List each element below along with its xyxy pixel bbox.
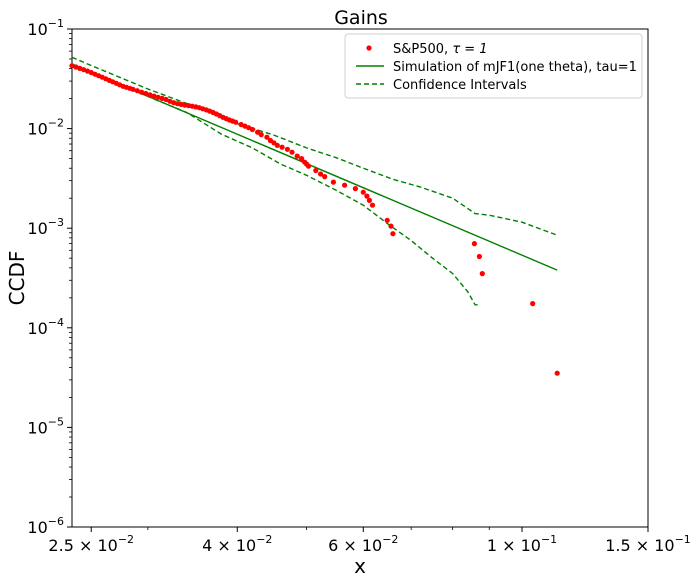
data-point — [130, 86, 136, 92]
legend-label: Confidence Intervals — [393, 78, 527, 93]
data-point — [163, 96, 169, 103]
confidence-interval-line — [71, 65, 481, 306]
data-point — [476, 253, 482, 260]
data-point — [318, 171, 324, 177]
data-point — [151, 93, 157, 99]
data-point — [143, 90, 149, 97]
plot-frame — [71, 28, 649, 528]
data-point — [289, 149, 295, 155]
data-point — [147, 92, 153, 98]
data-point — [342, 182, 348, 188]
x-tick-label: 6 × 10−2 — [328, 533, 398, 555]
legend-marker — [366, 45, 372, 51]
data-point — [554, 370, 560, 376]
legend-box — [344, 33, 643, 99]
data-point — [249, 126, 255, 133]
data-point — [530, 301, 536, 307]
data-point — [294, 153, 300, 159]
data-point — [330, 179, 336, 185]
data-point — [364, 193, 370, 199]
plot-area — [69, 56, 560, 376]
y-tick-label: 10−2 — [27, 117, 64, 139]
data-point — [134, 88, 140, 94]
x-tick-label: 2.5 × 10−2 — [48, 533, 134, 555]
x-tick-label: 1 × 10−1 — [487, 533, 557, 555]
data-point — [352, 186, 358, 192]
data-point — [274, 142, 280, 148]
data-point — [264, 134, 270, 140]
data-point — [390, 231, 396, 237]
x-axis: 2.5 × 10−2 4 × 10−2 6 × 10−2 1 × 10−1 1.5 × … — [48, 527, 691, 555]
data-point — [305, 163, 312, 169]
chart-title: Gains — [334, 7, 388, 29]
data-point — [155, 94, 161, 100]
data-point — [139, 89, 145, 95]
data-point — [369, 202, 376, 208]
x-tick-label: 1.5 × 10−1 — [605, 533, 691, 555]
data-point — [471, 241, 477, 247]
data-point — [233, 119, 239, 125]
y-tick-label: 10−3 — [27, 216, 64, 238]
legend-label: Simulation of mJF1(one theta), tau=1 — [393, 60, 637, 75]
x-tick-label: 4 × 10−2 — [202, 533, 272, 555]
data-point — [284, 146, 290, 152]
data-point — [313, 167, 319, 174]
data-point — [73, 64, 79, 70]
data-point — [322, 174, 328, 180]
y-tick-label: 10−5 — [27, 415, 64, 437]
data-point — [360, 189, 366, 195]
y-axis: 10−1 10−2 10−3 10−4 10−5 10−6 — [27, 17, 72, 537]
data-point — [299, 156, 305, 162]
legend: S&P500, τ = 1 Simulation of mJF1(one thet… — [344, 33, 643, 99]
data-point — [388, 223, 394, 229]
data-point — [366, 197, 372, 203]
y-axis-label: CCDF — [5, 251, 29, 306]
x-axis-label: x — [354, 554, 366, 578]
confidence-interval-line — [71, 56, 558, 236]
legend-label: S&P500, τ = 1 — [393, 42, 488, 57]
data-point — [479, 271, 485, 277]
data-point — [159, 95, 165, 101]
data-point — [258, 132, 264, 138]
data-point — [279, 144, 285, 150]
y-tick-label: 10−6 — [27, 515, 64, 537]
y-tick-label: 10−4 — [27, 316, 64, 338]
data-point — [384, 217, 390, 223]
y-tick-label: 10−1 — [27, 17, 64, 39]
